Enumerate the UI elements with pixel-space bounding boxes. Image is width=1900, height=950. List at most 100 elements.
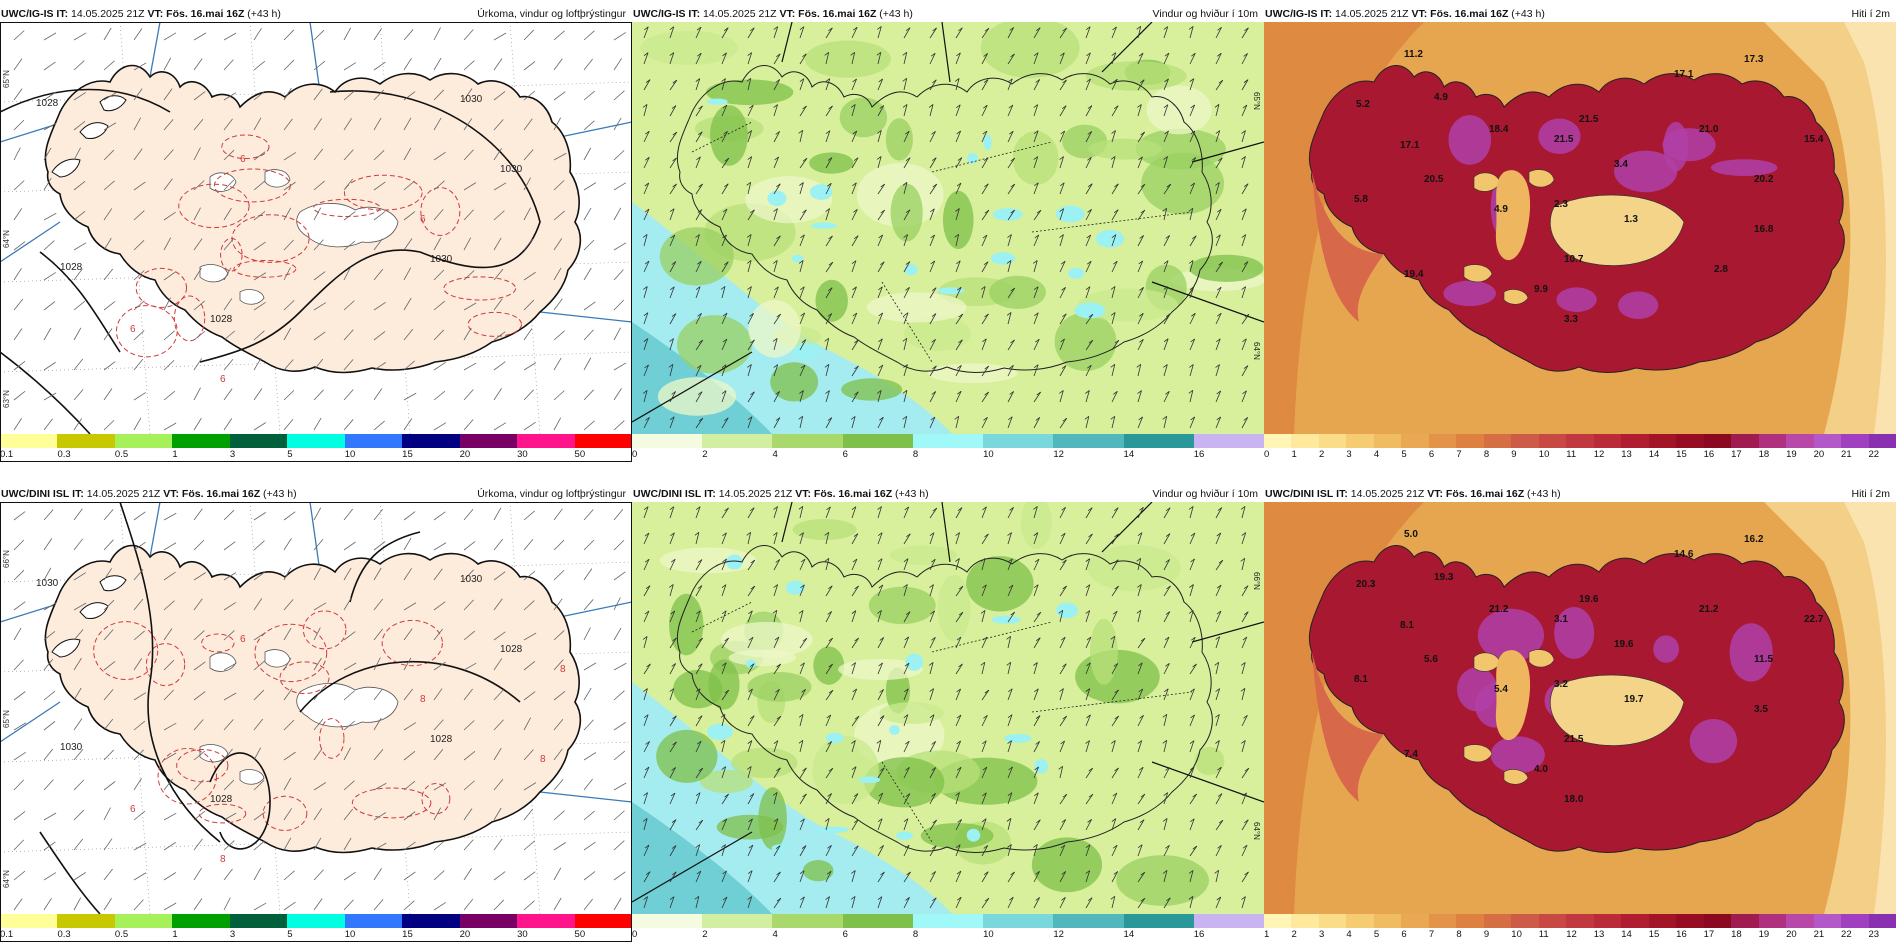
wind-arrow bbox=[955, 611, 964, 623]
wind-arrow-head bbox=[905, 793, 911, 797]
precip-contour bbox=[381, 619, 443, 667]
temperature-label: 3.4 bbox=[1614, 159, 1628, 170]
wind-arrow-head bbox=[1060, 260, 1066, 265]
wind-arrow bbox=[695, 688, 701, 701]
wind-barb bbox=[373, 301, 386, 311]
panel-igis-wind[interactable]: UWC/IG-IS IT: 14.05.2025 21Z VT: Fös. 16… bbox=[632, 0, 1264, 470]
colorbar-swatch bbox=[1264, 914, 1292, 928]
wind-barb bbox=[613, 269, 624, 281]
wind-barb bbox=[583, 752, 597, 761]
wind-arrow-head bbox=[1162, 207, 1167, 212]
panel-dini-wind[interactable]: UWC/DINI ISL IT: 14.05.2025 21Z VT: Fös.… bbox=[632, 480, 1264, 950]
panel-dini-temp[interactable]: UWC/DINI ISL IT: 14.05.2025 21Z VT: Fös.… bbox=[1264, 480, 1897, 950]
wind-arrow bbox=[1215, 819, 1224, 831]
wind-arrow-head bbox=[955, 844, 961, 849]
wind-field-blob bbox=[841, 378, 903, 401]
run-info: UWC/DINI ISL IT: 14.05.2025 21Z VT: Fös.… bbox=[633, 480, 929, 508]
wind-arrow-head bbox=[750, 585, 756, 590]
wind-barb bbox=[13, 30, 25, 41]
wind-arrow-head bbox=[1138, 156, 1143, 161]
wind-arrow-head bbox=[696, 610, 701, 615]
wind-barb bbox=[613, 627, 622, 641]
wind-field-blob bbox=[1088, 138, 1162, 160]
wind-arrow bbox=[695, 105, 703, 117]
wind-arrow-head bbox=[1034, 234, 1040, 239]
wind-arrow bbox=[825, 417, 833, 429]
wind-arrow bbox=[1033, 364, 1039, 377]
precip-contour bbox=[198, 803, 247, 824]
colorbar-swatch bbox=[1703, 434, 1732, 448]
wind-arrow-head bbox=[828, 689, 834, 694]
wind-arrow bbox=[851, 416, 856, 429]
wind-arrow-head bbox=[1137, 104, 1142, 108]
map-area[interactable]: 1030 1030 1030 1028 1028 1028 6 8 8 6 8 8 66°N 65°N 64… bbox=[0, 502, 632, 914]
wind-arrow-head bbox=[957, 507, 963, 511]
wind-arrow bbox=[643, 234, 648, 247]
wind-barb bbox=[313, 148, 324, 161]
wind-barb bbox=[223, 602, 237, 611]
wind-arrow-head bbox=[776, 897, 782, 902]
wind-arrow-head bbox=[824, 531, 829, 536]
wind-arrow-head bbox=[643, 896, 648, 900]
temperature-label: 21.2 bbox=[1699, 604, 1719, 615]
wind-arrow bbox=[643, 338, 649, 351]
colorbar-swatch bbox=[1566, 914, 1594, 928]
wind-arrow bbox=[721, 689, 730, 701]
wind-arrow bbox=[1241, 636, 1248, 649]
panel-igis-precip[interactable]: UWC/IG-IS IT: 14.05.2025 21Z VT: Fös. 16… bbox=[0, 0, 632, 470]
wind-arrow-head bbox=[669, 52, 674, 56]
wind-arrow bbox=[1111, 689, 1119, 701]
wind-field-blob bbox=[699, 769, 753, 794]
colorbar-tick-label: 0.5 bbox=[114, 929, 129, 940]
wind-barb bbox=[313, 748, 323, 761]
wind-barb bbox=[553, 867, 562, 881]
wind-barb bbox=[463, 118, 473, 131]
colorbar-tick-label: 3 bbox=[229, 449, 236, 460]
latitude-label: 65°N bbox=[1252, 92, 1261, 110]
wind-arrow-head bbox=[776, 871, 781, 876]
panel-dini-precip[interactable]: UWC/DINI ISL IT: 14.05.2025 21Z VT: Fös.… bbox=[0, 480, 632, 950]
run-model: UWC/DINI ISL bbox=[1265, 488, 1334, 500]
wind-arrow-head bbox=[672, 79, 678, 84]
wind-barb bbox=[343, 90, 355, 101]
wind-arrow bbox=[877, 610, 882, 623]
wind-barb bbox=[283, 267, 291, 281]
wind-arrow-head bbox=[1242, 390, 1247, 395]
colorbar-tick-label: 4 bbox=[1346, 929, 1352, 940]
wind-barb bbox=[283, 567, 292, 581]
map-area[interactable]: 65°N 64°N bbox=[632, 22, 1264, 434]
wind-barb bbox=[613, 362, 627, 371]
wind-arrow-head bbox=[1114, 689, 1119, 694]
map-area[interactable]: 66°N 64°N bbox=[632, 502, 1264, 914]
map-area[interactable]: 1028 1030 1028 1030 1030 1028 6 6 6 6 65°N 64°N 63°N bbox=[0, 22, 632, 434]
wind-barb bbox=[43, 897, 52, 911]
wind-field-blob bbox=[1087, 544, 1181, 592]
wind-arrow bbox=[929, 897, 937, 909]
wind-arrow bbox=[903, 688, 909, 701]
map-area[interactable]: 5.0 19.3 20.3 8.1 5.6 8.1 5.4 3.2 19.7 21.5 4.0 18.… bbox=[1264, 502, 1896, 914]
wind-arrow-head bbox=[721, 844, 726, 848]
wind-barb bbox=[553, 718, 564, 731]
wind-arrow-head bbox=[1138, 766, 1144, 771]
wind-arrow-head bbox=[1188, 390, 1194, 394]
wind-barb bbox=[103, 122, 117, 131]
wind-barb bbox=[553, 58, 563, 71]
wind-arrow bbox=[1059, 740, 1065, 753]
run-info: UWC/IG-IS IT: 14.05.2025 21Z VT: Fös. 16… bbox=[633, 0, 913, 28]
wind-arrow-head bbox=[643, 506, 649, 511]
wind-barb bbox=[43, 872, 57, 881]
wind-arrow bbox=[955, 260, 961, 273]
wind-arrow-head bbox=[1058, 610, 1064, 614]
wind-arrow bbox=[1137, 364, 1142, 377]
wind-barb bbox=[343, 267, 351, 281]
map-area[interactable]: 11.2 4.9 5.2 17.1 20.5 5.8 4.9 2.3 1.3 10.7 9.9 3.3… bbox=[1264, 22, 1896, 434]
colorbar-swatch bbox=[172, 434, 230, 448]
wind-arrow bbox=[1059, 52, 1065, 65]
panel-igis-temp[interactable]: UWC/IG-IS IT: 14.05.2025 21Z VT: Fös. 16… bbox=[1264, 0, 1897, 470]
wind-arrow bbox=[1111, 507, 1119, 519]
colorbar-swatch bbox=[517, 914, 575, 928]
wind-arrow-head bbox=[1164, 688, 1169, 693]
wind-arrow bbox=[669, 896, 675, 909]
wind-arrow bbox=[877, 390, 882, 403]
colorbar-swatch bbox=[459, 434, 518, 448]
